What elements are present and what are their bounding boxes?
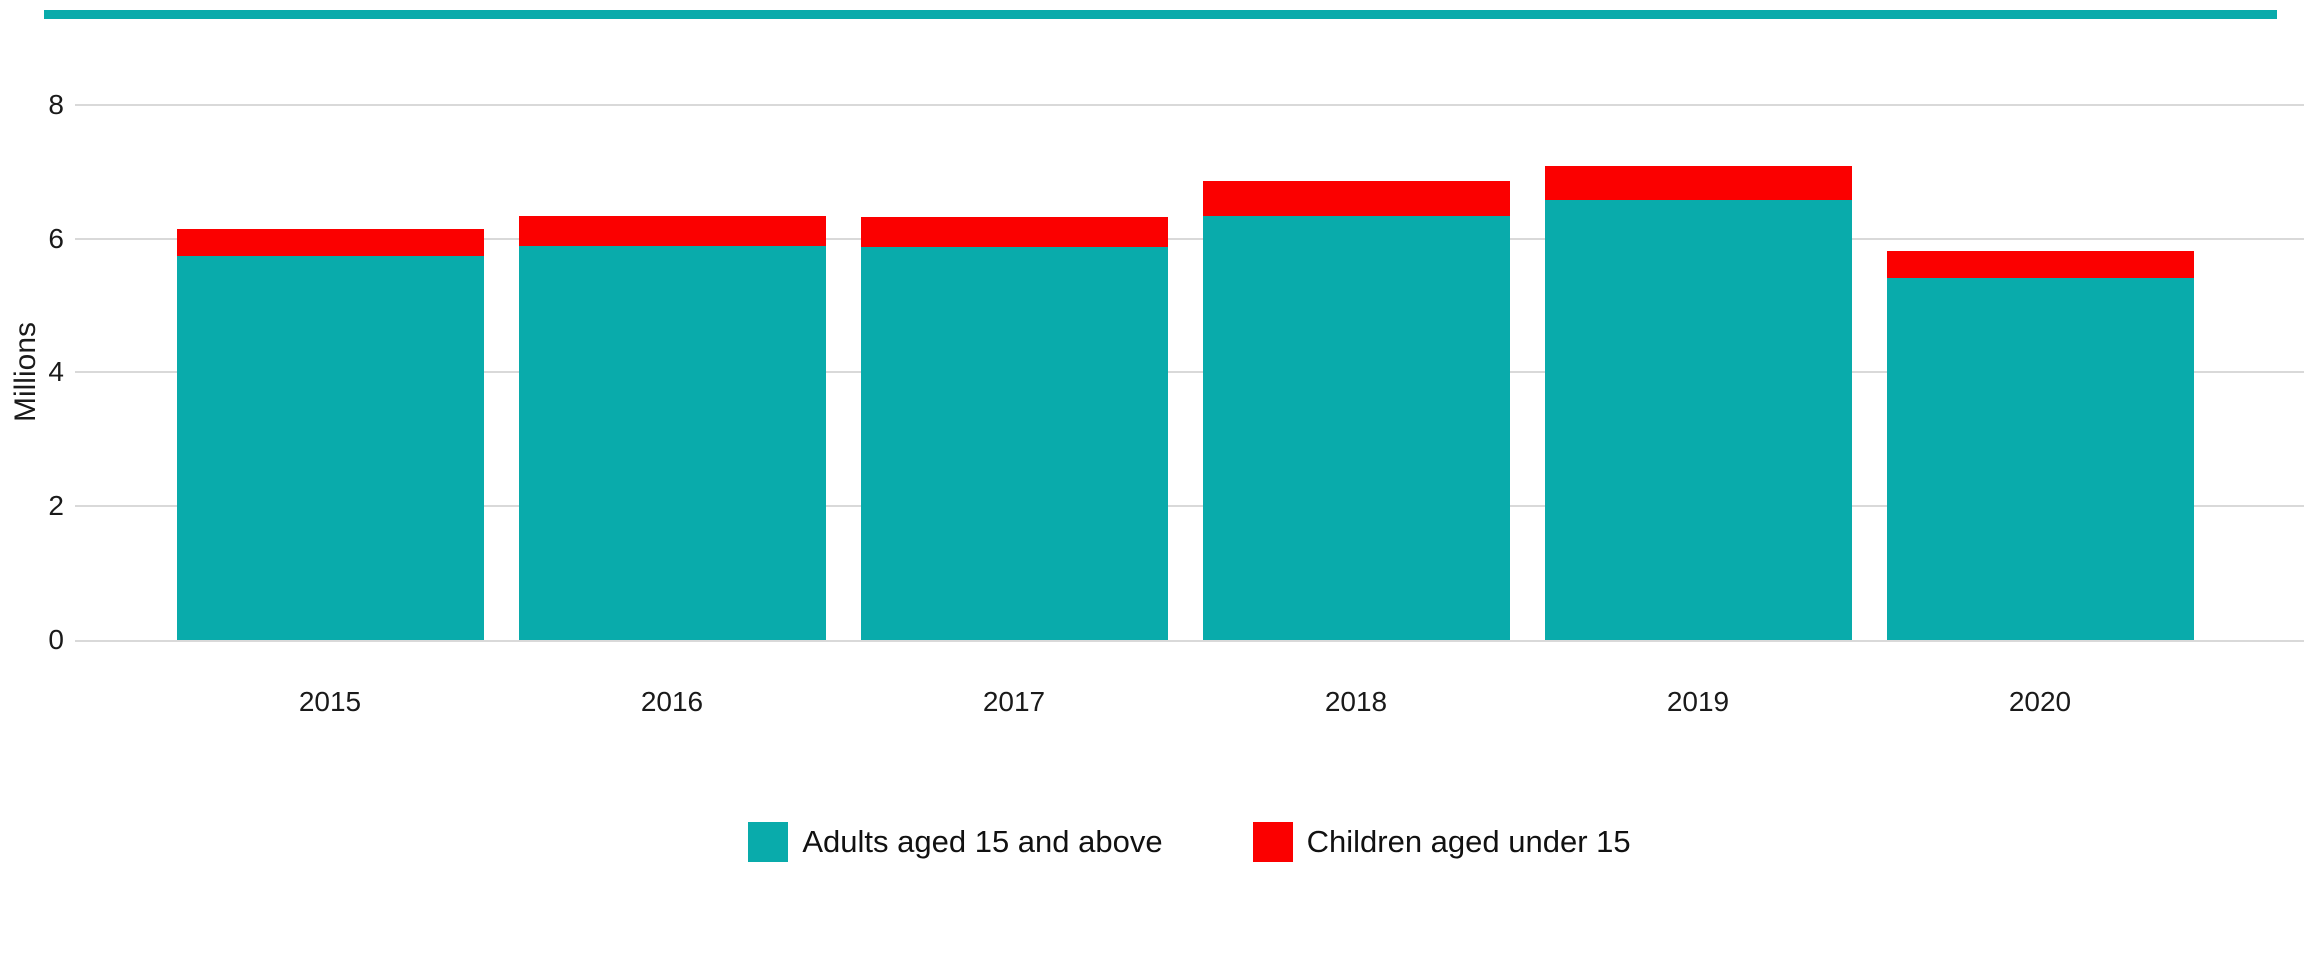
bar-children-2019[interactable] xyxy=(1545,166,1852,200)
bar-children-2017[interactable] xyxy=(861,217,1168,247)
x-axis-baseline xyxy=(75,640,2304,642)
legend: Adults aged 15 and above Children aged u… xyxy=(75,820,2304,864)
top-accent-bar xyxy=(44,10,2277,19)
bar-adults-2019[interactable] xyxy=(1545,200,1852,640)
y-tick-label-6: 6 xyxy=(48,223,64,254)
legend-label-children: Children aged under 15 xyxy=(1306,824,1631,859)
gridline-y8 xyxy=(75,104,2304,106)
bar-children-2020[interactable] xyxy=(1887,251,2194,278)
y-tick-label-4: 4 xyxy=(48,356,64,387)
bar-adults-2020[interactable] xyxy=(1887,278,2194,640)
legend-item-children[interactable]: Children aged under 15 xyxy=(1252,822,1631,862)
legend-item-adults[interactable]: Adults aged 15 and above xyxy=(748,822,1163,862)
bar-adults-2015[interactable] xyxy=(177,256,484,640)
gridline-y4 xyxy=(75,371,2304,373)
x-tick-label-2020: 2020 xyxy=(2008,686,2072,717)
bar-children-2016[interactable] xyxy=(519,216,826,246)
legend-swatch-children-icon xyxy=(1252,822,1293,862)
bar-children-2015[interactable] xyxy=(177,229,484,256)
y-tick-label-2: 2 xyxy=(48,490,64,521)
x-tick-label-2015: 2015 xyxy=(298,686,362,717)
gridline-y2 xyxy=(75,505,2304,507)
y-tick-label-0: 0 xyxy=(48,624,64,655)
gridline-y6 xyxy=(75,238,2304,240)
bar-adults-2016[interactable] xyxy=(519,246,826,640)
legend-swatch-adults-icon xyxy=(748,822,789,862)
x-tick-label-2019: 2019 xyxy=(1666,686,1730,717)
bar-adults-2017[interactable] xyxy=(861,247,1168,640)
x-tick-label-2017: 2017 xyxy=(982,686,1046,717)
legend-label-adults: Adults aged 15 and above xyxy=(802,824,1163,859)
bar-children-2018[interactable] xyxy=(1203,181,1510,216)
bar-adults-2018[interactable] xyxy=(1203,216,1510,640)
x-tick-label-2018: 2018 xyxy=(1324,686,1388,717)
y-tick-label-8: 8 xyxy=(48,89,64,120)
x-tick-label-2016: 2016 xyxy=(640,686,704,717)
